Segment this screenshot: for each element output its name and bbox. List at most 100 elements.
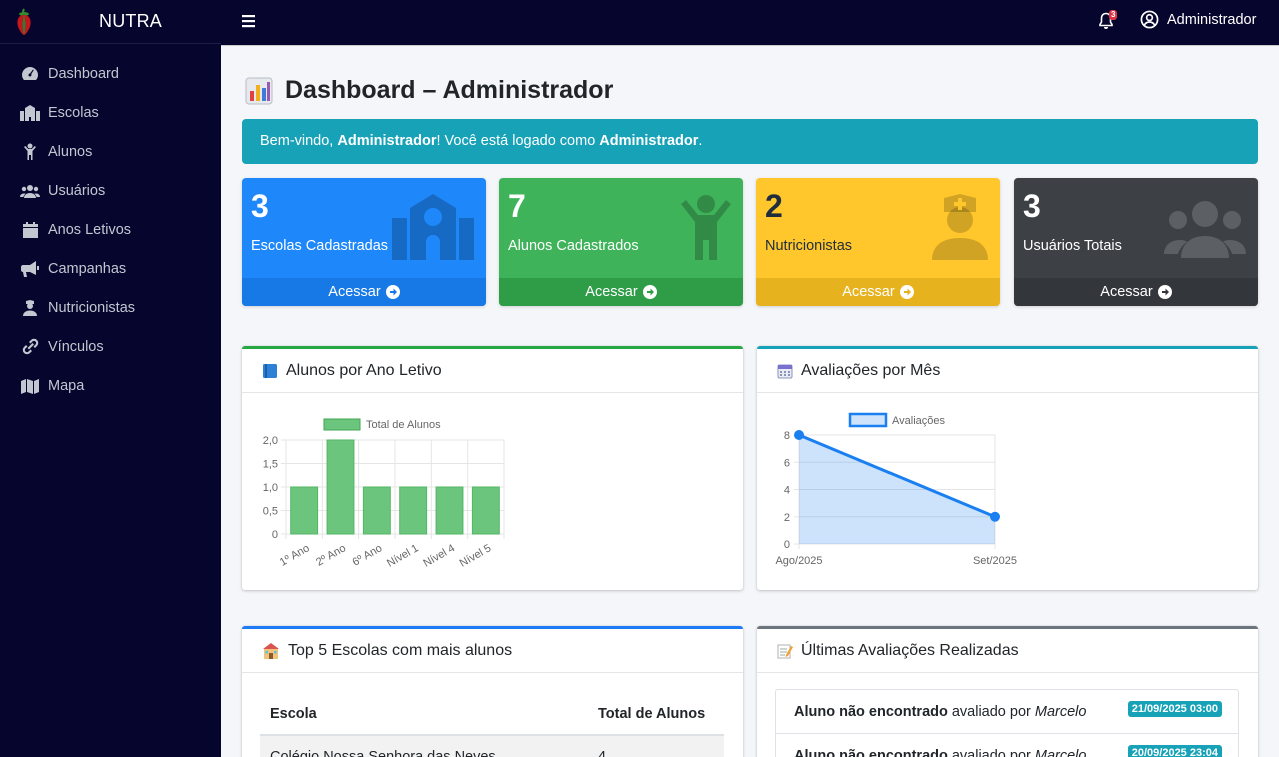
data-point	[794, 430, 804, 440]
panel-header: Avaliações por Mês	[757, 349, 1258, 393]
panel-avaliacoes-por-mes: Avaliações por Mês Avaliações 0 2 4 6 8 Ago/20…	[757, 346, 1258, 590]
stat-card-alunos: 7 Alunos Cadastrados Acessar	[499, 178, 743, 306]
data-point	[990, 511, 1000, 522]
sidebar-item-campanhas[interactable]: Campanhas	[0, 249, 221, 288]
stat-card-link[interactable]: Acessar	[756, 278, 1000, 306]
school-icon	[392, 194, 474, 260]
x-tick-label: Set/2025	[973, 555, 1017, 567]
bar	[326, 439, 355, 535]
user-nurse-icon	[932, 194, 988, 260]
panel-title: Top 5 Escolas com mais alunos	[288, 641, 513, 659]
stat-value: 7	[508, 188, 526, 224]
topbar: 3 Administrador	[221, 0, 1279, 46]
stat-card-link-label: Acessar	[585, 284, 638, 300]
sidebar-item-alunos[interactable]: Alunos	[0, 132, 221, 171]
sidebar-item-label: Nutricionistas	[48, 299, 136, 316]
x-tick-label: Nível 5	[458, 542, 494, 570]
panel-title: Últimas Avaliações Realizadas	[801, 641, 1019, 659]
welcome-name: Administrador	[337, 133, 437, 149]
date-badge: 20/09/2025 23:04	[1127, 745, 1222, 757]
brand[interactable]: NUTRA	[0, 0, 221, 44]
arrow-circle-right-icon	[1157, 285, 1172, 299]
welcome-prefix: Bem-vindo,	[260, 133, 338, 149]
welcome-suffix: .	[698, 133, 703, 149]
y-tick-label: 1,0	[263, 482, 278, 494]
arrow-circle-right-icon	[642, 285, 657, 299]
stat-card-link[interactable]: Acessar	[499, 278, 743, 306]
welcome-middle: ! Você está logado como	[436, 133, 600, 149]
bullhorn-icon	[20, 260, 40, 278]
table-row: Colégio Nossa Senhora das Neves 4	[260, 734, 724, 757]
bar	[362, 486, 391, 535]
sidebar-item-label: Vínculos	[48, 338, 104, 355]
panel-header: Últimas Avaliações Realizadas	[757, 629, 1258, 673]
main-content: Dashboard – Administrador Bem-vindo, Adm…	[221, 46, 1279, 757]
x-tick-label: Nível 1	[385, 542, 421, 570]
stat-label: Usuários Totais	[1023, 238, 1122, 254]
stat-card-link[interactable]: Acessar	[1014, 278, 1258, 306]
panel-header: Alunos por Ano Letivo	[242, 349, 743, 393]
sidebar-item-vinculos[interactable]: Vínculos	[0, 327, 221, 366]
link-icon	[20, 338, 40, 356]
school-icon	[20, 104, 40, 122]
pepper-logo-icon	[17, 8, 31, 35]
user-menu[interactable]: Administrador	[1140, 10, 1256, 29]
school-building-icon	[262, 642, 280, 659]
calendar-icon	[20, 221, 40, 239]
area-fill	[799, 435, 995, 544]
aluno-name: Aluno não encontrado	[794, 747, 948, 757]
sidebar-item-dashboard[interactable]: Dashboard	[0, 54, 221, 93]
sidebar-item-escolas[interactable]: Escolas	[0, 93, 221, 132]
welcome-role: Administrador	[599, 133, 699, 149]
x-tick-label: Nível 4	[421, 542, 457, 570]
brand-name: NUTRA	[99, 11, 162, 31]
notifications-badge: 3	[1109, 10, 1118, 20]
y-tick-label: 0,5	[263, 506, 278, 518]
legend-swatch	[323, 418, 361, 431]
stat-card-usuarios: 3 Usuários Totais Acessar	[1014, 178, 1258, 306]
y-tick-label: 6	[784, 457, 790, 469]
sidebar-item-label: Mapa	[48, 377, 85, 394]
date-badge: 21/09/2025 03:00	[1127, 701, 1222, 717]
sidebar-item-usuarios[interactable]: Usuários	[0, 171, 221, 210]
sidebar-item-anos-letivos[interactable]: Anos Letivos	[0, 210, 221, 249]
list-item[interactable]: Aluno não encontrado avaliado por Marcel…	[776, 690, 1238, 734]
legend-label: Total de Alunos	[366, 419, 441, 431]
sidebar-item-label: Campanhas	[48, 260, 127, 277]
stat-card-escolas: 3 Escolas Cadastradas Acessar	[242, 178, 486, 306]
panel-title: Alunos por Ano Letivo	[286, 361, 442, 379]
book-icon	[262, 363, 278, 379]
sidebar-item-mapa[interactable]: Mapa	[0, 366, 221, 405]
legend-label: Avaliações	[892, 415, 945, 427]
avaliado-por-text: avaliado por	[951, 747, 1031, 757]
sidebar-item-label: Dashboard	[48, 65, 119, 82]
bell-icon	[1099, 12, 1113, 29]
sidebar-item-nutricionistas[interactable]: Nutricionistas	[0, 288, 221, 327]
notifications-button[interactable]: 3	[1098, 10, 1118, 32]
stat-card-link-label: Acessar	[842, 284, 895, 300]
arrow-circle-right-icon	[899, 285, 914, 299]
list-item[interactable]: Aluno não encontrado avaliado por Marcel…	[776, 734, 1238, 757]
avaliado-por-text: avaliado por	[951, 703, 1031, 720]
column-header-total: Total de Alunos	[588, 693, 724, 736]
y-tick-label: 2,0	[263, 435, 278, 447]
y-tick-label: 0	[784, 539, 790, 551]
stat-card-link[interactable]: Acessar	[242, 278, 486, 306]
hamburger-menu-icon[interactable]	[241, 13, 257, 29]
child-icon	[681, 195, 731, 260]
stat-card-link-label: Acessar	[1100, 284, 1153, 300]
stat-label: Nutricionistas	[765, 238, 853, 254]
legend-swatch	[848, 412, 888, 428]
cell-escola: Colégio Nossa Senhora das Neves	[260, 734, 588, 757]
sidebar: NUTRA Dashboard Escolas Alunos Usuários …	[0, 0, 221, 757]
users-icon	[1164, 201, 1246, 258]
column-header-escola: Escola	[260, 693, 588, 736]
y-tick-label: 0	[272, 529, 278, 541]
bar-chart: Total de Alunos 0 0,5 1,0 1,5 2,0 1º Ano 2º Ano…	[263, 418, 505, 570]
sidebar-item-label: Anos Letivos	[48, 221, 132, 238]
bar	[399, 486, 428, 535]
panel-alunos-por-ano: Alunos por Ano Letivo Total de Alunos 0 0,…	[242, 346, 743, 590]
y-tick-label: 1,5	[263, 459, 278, 471]
table-header-row: Escola Total de Alunos	[260, 693, 724, 736]
panel-top5-escolas: Top 5 Escolas com mais alunos Escola Tot…	[242, 626, 743, 757]
